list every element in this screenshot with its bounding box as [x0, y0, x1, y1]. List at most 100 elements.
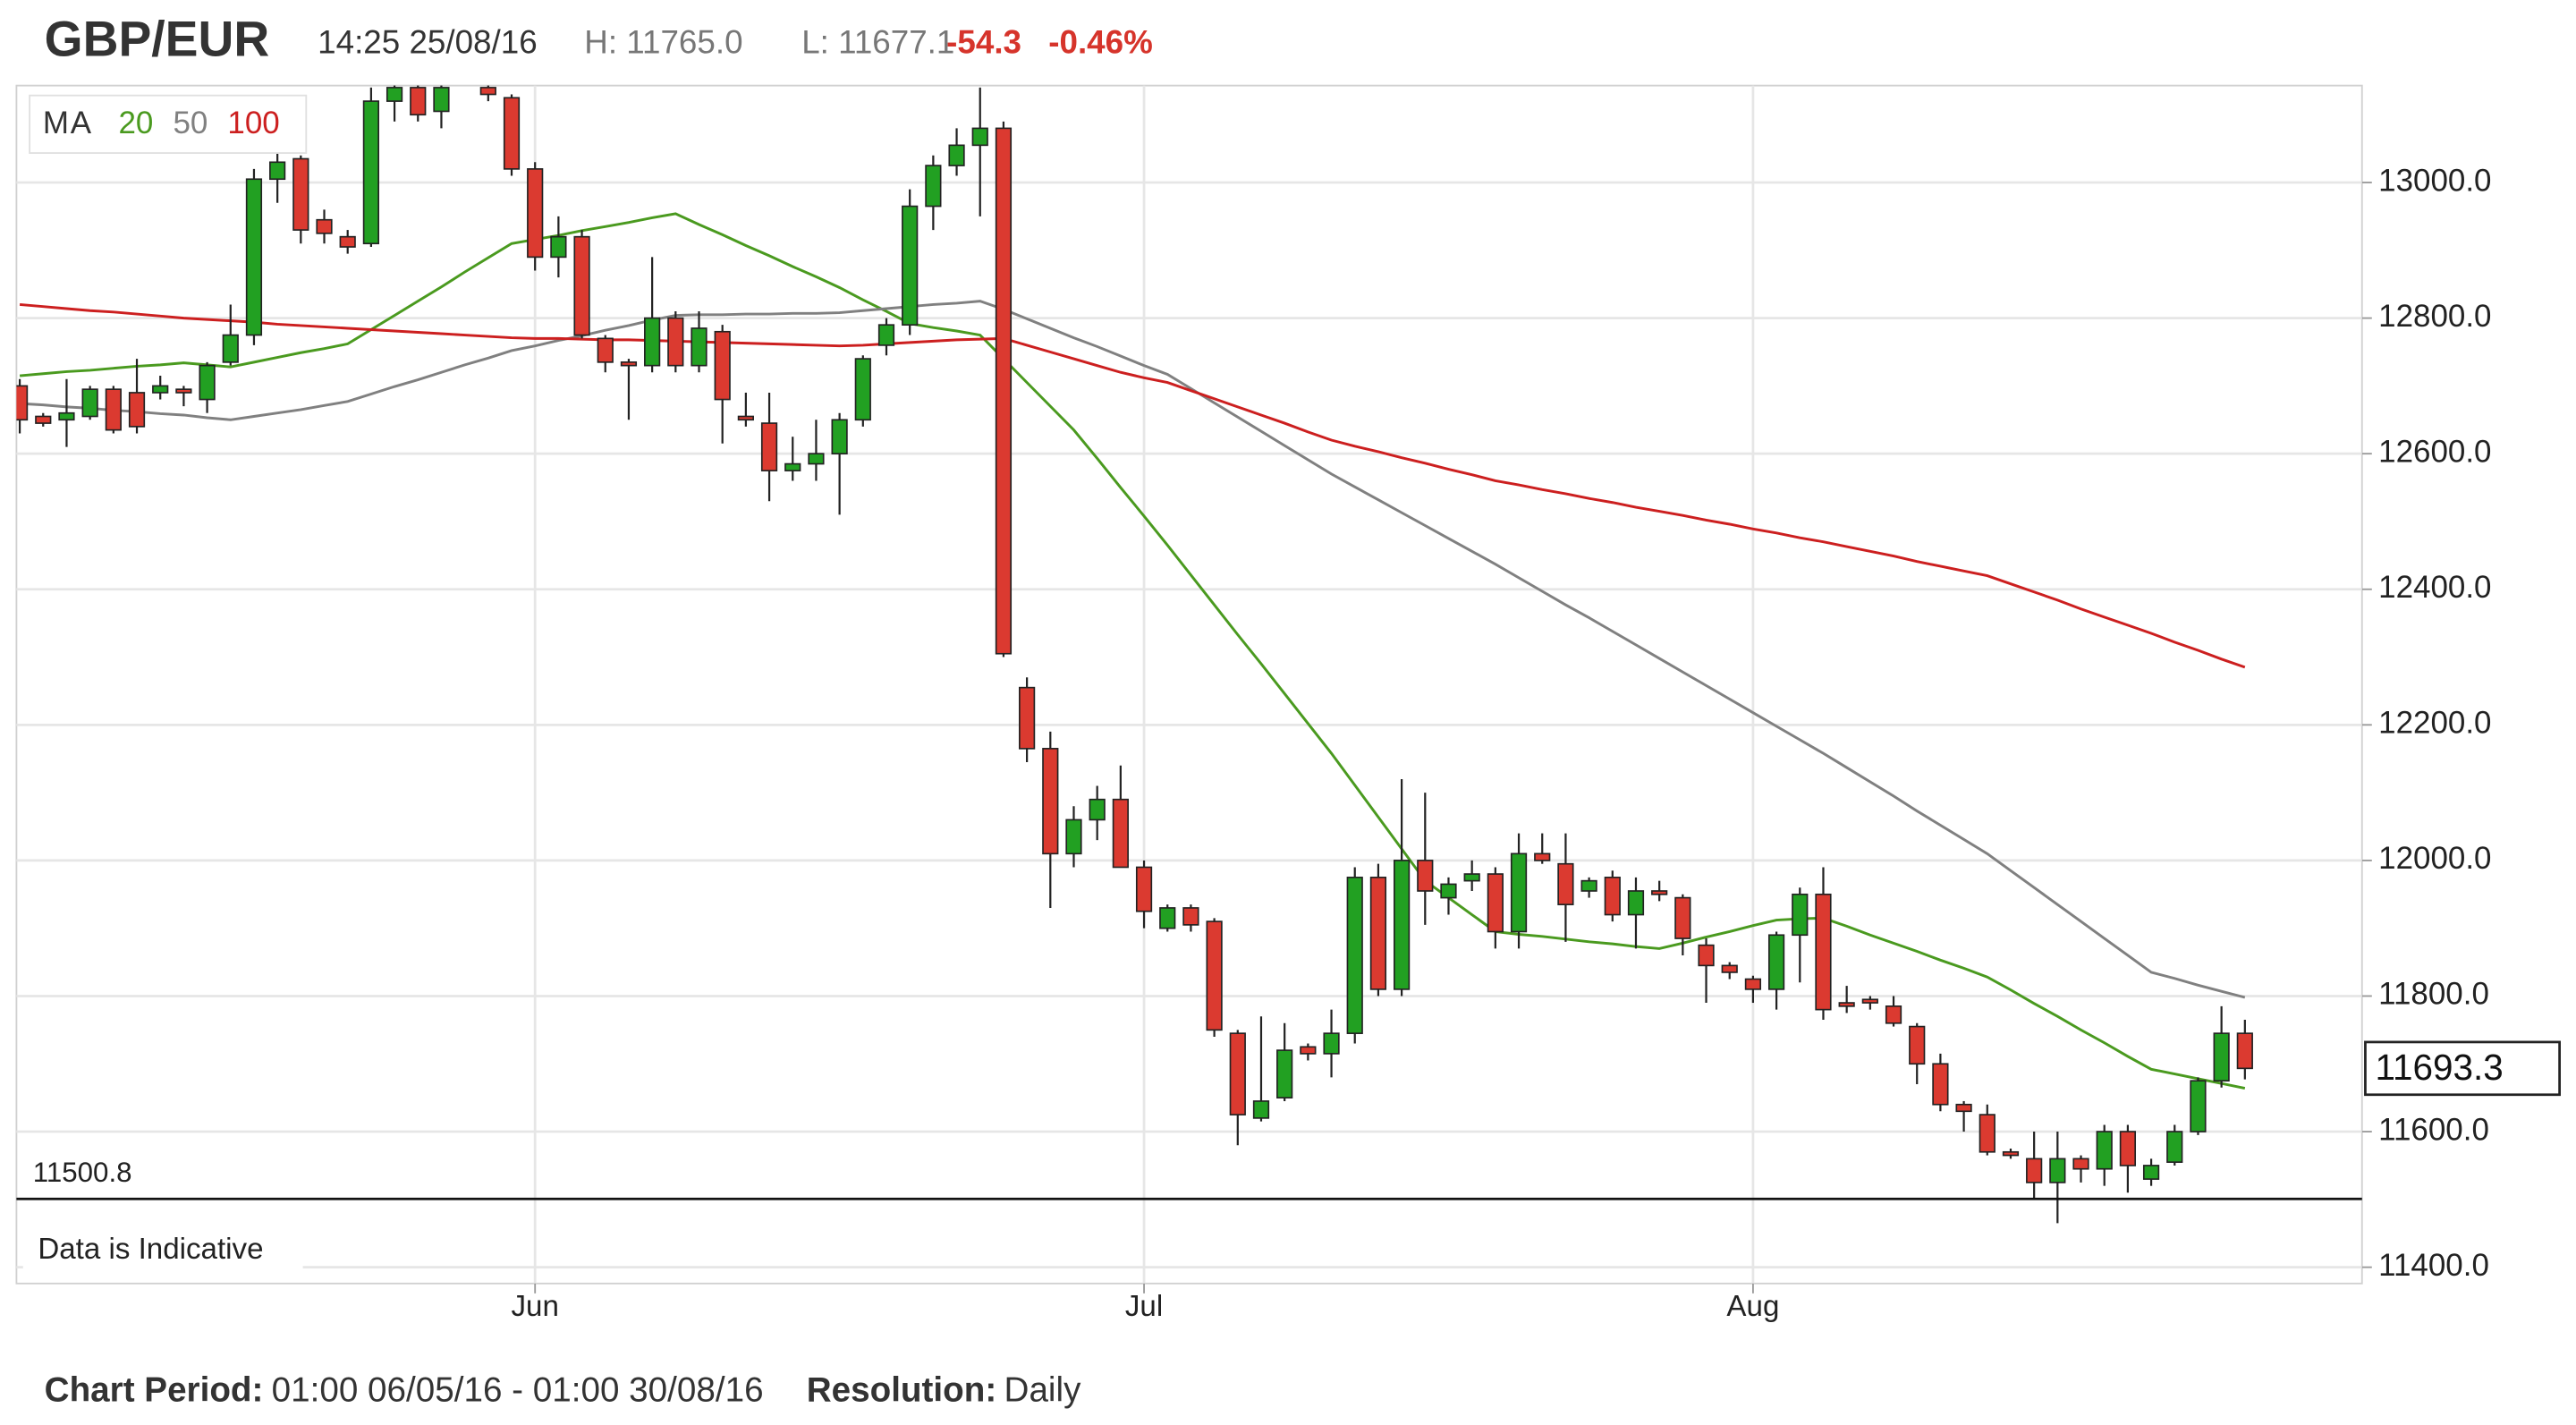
candle-body — [81, 388, 98, 418]
low-label: L: 11677.1 — [801, 23, 954, 60]
candle-body — [245, 178, 263, 336]
candle-body — [831, 419, 848, 455]
y-tick-label: 11600.0 — [2378, 1112, 2489, 1147]
y-tick-label: 12000.0 — [2378, 841, 2491, 876]
legend-entry: 20 — [118, 106, 153, 140]
candle-body — [1159, 907, 1176, 929]
candle-body — [925, 165, 942, 208]
candle-body — [175, 388, 192, 394]
candle-body — [1440, 883, 1457, 899]
candle-body — [902, 205, 919, 327]
candle-body — [339, 235, 356, 248]
candle-body — [16, 385, 29, 421]
candle-body — [1767, 934, 1785, 990]
candle-body — [1300, 1046, 1317, 1055]
candle-body — [58, 411, 75, 421]
candles — [16, 85, 2253, 1224]
candle-body — [667, 317, 684, 367]
x-tick-label: Aug — [1726, 1290, 1779, 1323]
candle-body — [1815, 893, 1832, 1011]
candle-body — [1206, 920, 1223, 1031]
annotation-box — [22, 1224, 303, 1274]
candle-body — [1885, 1005, 1902, 1024]
y-tick-label: 12600.0 — [2378, 434, 2491, 469]
grid — [16, 85, 2362, 1284]
candle-body — [1182, 907, 1199, 926]
change: -54.3 — [946, 23, 1021, 60]
y-tick-label: 13000.0 — [2378, 163, 2491, 198]
candle-body — [714, 330, 731, 401]
candle-body — [995, 127, 1013, 655]
candle-body — [222, 334, 239, 363]
candle-body — [1089, 798, 1106, 821]
candle-body — [1557, 862, 1574, 905]
candle-body — [1042, 748, 1059, 855]
candle-body — [1369, 877, 1387, 990]
y-tick-label: 11800.0 — [2378, 977, 2489, 1012]
x-tick-label: Jun — [511, 1290, 558, 1323]
ma-line — [19, 302, 2246, 669]
candle-body — [1534, 852, 1551, 861]
change-pct: -0.46% — [1048, 23, 1153, 60]
legend-entry: 50 — [173, 106, 208, 140]
candle-body — [2002, 1150, 2020, 1157]
candle-body — [1838, 1002, 1855, 1007]
candle-body — [2072, 1158, 2089, 1170]
candle-body — [550, 235, 567, 259]
candle-body — [199, 364, 216, 401]
resolution-label: Resolution: — [807, 1370, 996, 1409]
candle-body — [2049, 1158, 2066, 1183]
candle-body — [2190, 1080, 2207, 1132]
y-tick-label: 12400.0 — [2378, 570, 2491, 605]
candle-body — [1229, 1032, 1246, 1115]
candle-body — [1323, 1032, 1340, 1055]
y-tick-label: 12200.0 — [2378, 706, 2491, 741]
candle-body — [410, 87, 427, 116]
ma-line — [19, 212, 2246, 1090]
candle-body — [1651, 890, 1668, 895]
candle-body — [2096, 1131, 2113, 1170]
plot-frame — [15, 84, 2363, 1285]
resolution: Daily — [1004, 1370, 1082, 1409]
candle-body — [1979, 1114, 1996, 1153]
candle-body — [2026, 1158, 2043, 1183]
candle-body — [1744, 978, 1762, 990]
candle-body — [597, 337, 614, 363]
axis: 11400.0 11600.0 11800.0 12000.0 12200.0 12400… — [16, 163, 2561, 1323]
candle-body — [1932, 1063, 1949, 1106]
candle-body — [877, 324, 895, 346]
period-label: Chart Period: — [45, 1370, 264, 1409]
last-price-box — [2364, 1040, 2561, 1097]
candle-body — [362, 100, 379, 245]
candle-body — [1019, 686, 1036, 750]
candle-body — [620, 361, 638, 367]
candle-body — [2119, 1131, 2137, 1166]
candle-body — [2166, 1131, 2183, 1163]
annotation: Data is Indicative — [38, 1233, 263, 1266]
candle-body — [644, 317, 661, 367]
high-label: H: 11765.0 — [584, 23, 742, 60]
candle-body — [1417, 860, 1434, 892]
candle-body — [105, 388, 122, 431]
candle-body — [269, 161, 286, 181]
candle-body — [2236, 1032, 2253, 1070]
legend: MA 20 50 100 — [43, 106, 280, 140]
timestamp: 14:25 25/08/16 — [318, 23, 537, 60]
candle-body — [1674, 896, 1691, 939]
candle-body — [1698, 944, 1715, 967]
y-tick-label: 12800.0 — [2378, 299, 2491, 334]
candle-body — [1604, 877, 1621, 916]
candle-body — [854, 358, 871, 421]
candle-body — [691, 327, 708, 367]
candle-body — [1792, 893, 1809, 937]
candle-body — [503, 97, 521, 170]
candle-body — [1487, 873, 1504, 933]
candle-body — [1627, 890, 1645, 916]
candle-body — [1861, 998, 1878, 1004]
reference-label: 11500.8 — [33, 1157, 132, 1188]
candle-body — [316, 218, 333, 234]
period: 01:00 06/05/16 - 01:00 30/08/16 — [272, 1370, 764, 1409]
candle-body — [808, 453, 825, 465]
